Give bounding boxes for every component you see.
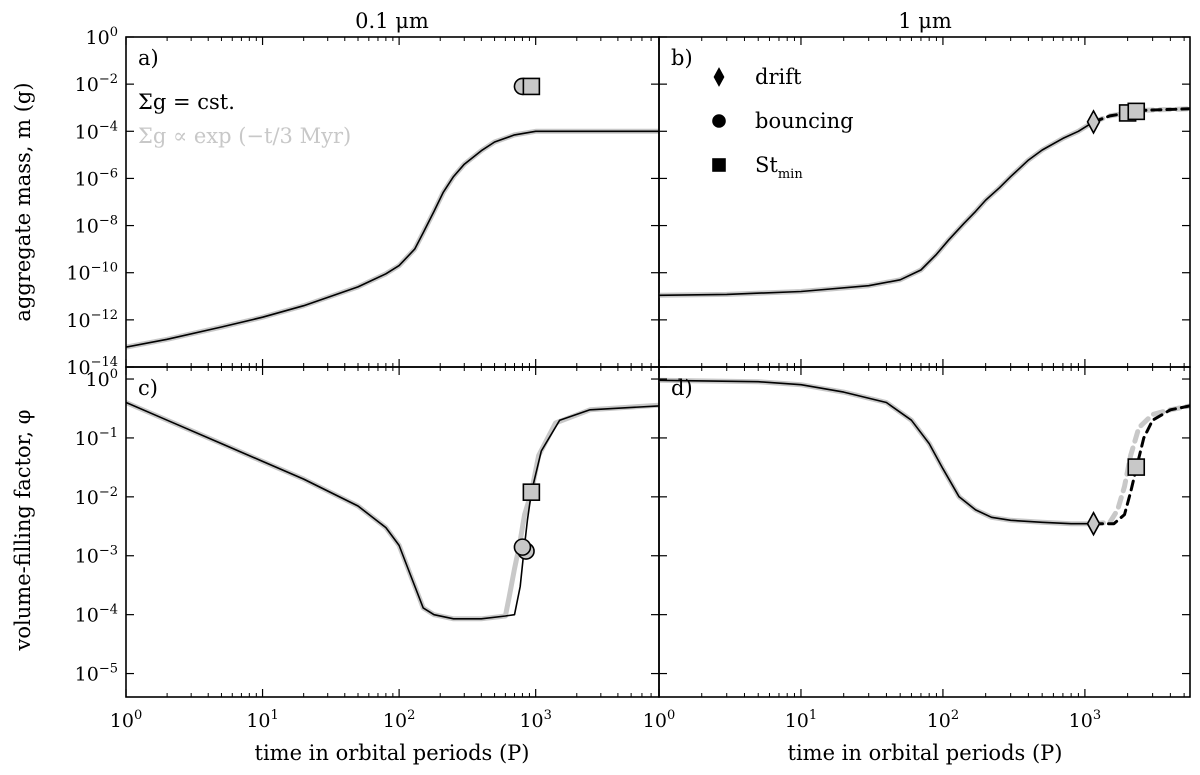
legend-marker-circle [712,114,726,128]
marker-square [522,77,541,96]
y-tick-label: 10−10 [66,261,118,285]
plot-area [659,377,1190,537]
column-title-right: 1 μm [898,9,952,33]
legend-label: drift [755,65,802,89]
series-line [1091,403,1190,527]
y-tick-label: 100 [86,367,118,391]
y-tick-label: 10−4 [75,119,118,143]
column-title-left: 0.1 μm [355,9,429,33]
x-tick-label: 102 [383,708,415,732]
axes-frame [125,36,660,368]
marker-circle [513,538,532,556]
series-line [659,377,1096,527]
panels: 10−14 10−12 10−10 10−8 10−6 10−4 10−2 100 a) Σg =… [66,25,1191,732]
series-line [659,119,1096,298]
y-tick-label: 10−5 [75,662,118,686]
legend-label: Stmin [755,153,803,182]
x-tick-label: 101 [785,708,817,732]
plot-area [126,400,659,622]
x-axis-title-right: time in orbital periods (P) [788,741,1063,765]
y-tick-label: 10−14 [66,355,118,379]
y-tick-label: 10−8 [75,214,118,238]
y-tick-label: 10−12 [66,308,118,332]
y-tick-label: 10−4 [75,603,118,627]
marker-diamond [1086,511,1101,537]
panel-d: 100 101 102 103 d) [643,366,1191,732]
x-tick-label: 103 [1069,708,1101,732]
marker-diamond [1086,109,1101,135]
plot-area [126,77,659,350]
y-tick-label: 10−2 [75,485,118,509]
series-line [126,128,659,350]
legend-marker-diamond [713,67,725,87]
marker-square [1127,458,1146,476]
y-tick-label: 10−2 [75,72,118,96]
x-tick-label: 103 [519,708,551,732]
panel-label: a) [138,46,159,70]
x-axis-title-left: time in orbital periods (P) [255,741,530,765]
panel-label: d) [671,376,693,400]
series-line [126,130,659,348]
y-axis-title-bottom: volume-filling factor, φ [11,410,35,652]
panel-a: 10−14 10−12 10−10 10−8 10−6 10−4 10−2 100 a) Σg =… [66,25,660,379]
series-line [126,400,659,622]
plot-area [659,102,1190,298]
legend-text-exponential: Σg ∝ exp (−t/3 Myr) [138,124,351,148]
x-tick-label: 100 [110,708,142,732]
series-line [659,121,1095,297]
y-tick-label: 10−3 [75,544,118,568]
y-tick-label: 100 [86,25,118,49]
y-tick-label: 10−1 [75,426,118,450]
x-tick-label: 102 [927,708,959,732]
axes-frame [658,366,1191,698]
marker-square [1127,102,1146,121]
legend-marker-square [712,158,726,172]
legend-text-constant: Σg = cst. [138,90,235,114]
x-tick-label: 101 [246,708,278,732]
y-tick-label: 10−6 [75,166,118,190]
panel-label: c) [138,376,158,400]
panel-c: 100 101 102 103 10−5 10−4 10−3 10−2 10−1 100 c) [75,366,660,732]
y-axis-title-top: aggregate mass, m (g) [11,82,35,321]
panel-label: b) [671,46,693,70]
legend-label: bouncing [755,109,854,133]
marker-square [522,483,541,501]
axes-frame [658,36,1191,368]
panel-b: b) drift bouncing Stmin [658,36,1191,368]
x-tick-label: 100 [643,708,675,732]
series-line [659,379,1095,525]
series-line [126,401,659,620]
